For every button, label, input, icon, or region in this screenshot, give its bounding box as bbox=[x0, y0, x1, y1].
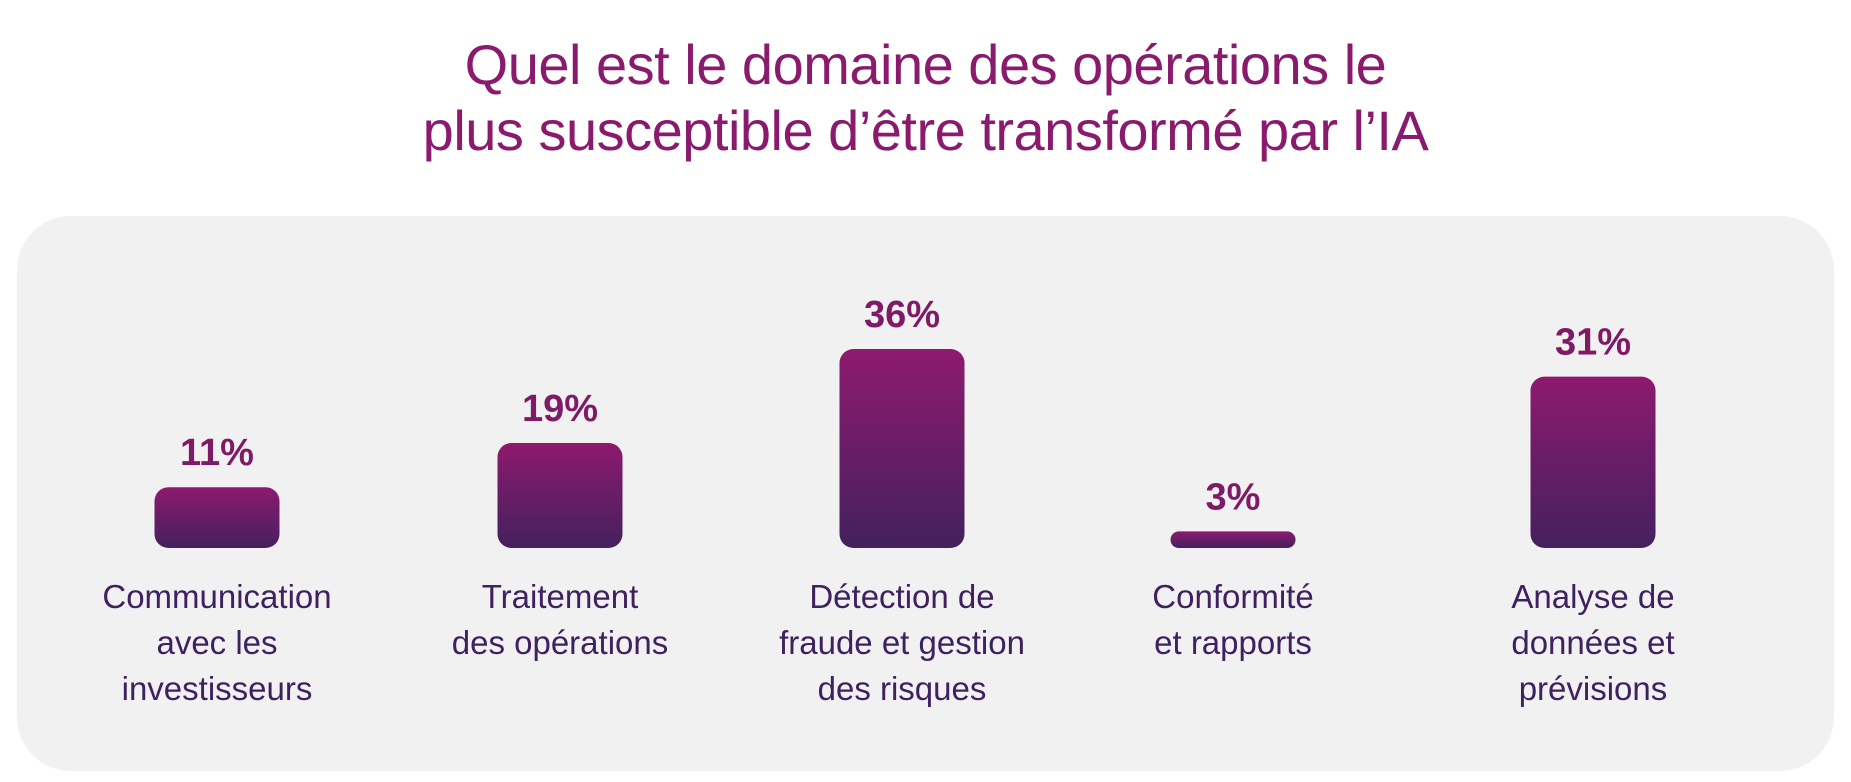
category-label-5: Analyse de données et prévisions bbox=[1511, 578, 1674, 707]
category-label-line: Communication bbox=[102, 578, 331, 615]
value-label-4: 3% bbox=[1206, 476, 1261, 518]
chart-title-line-1: Quel est le domaine des opérations le bbox=[464, 33, 1387, 96]
category-label-line: des opérations bbox=[452, 624, 668, 661]
category-label-line: investisseurs bbox=[122, 670, 313, 707]
bar-3 bbox=[839, 349, 965, 548]
value-label-5: 31% bbox=[1555, 322, 1631, 364]
category-label-line: des risques bbox=[818, 670, 987, 707]
value-label-2: 19% bbox=[522, 388, 598, 430]
category-label-line: Conformité bbox=[1152, 578, 1313, 615]
category-label-3: Détection de fraude et gestion des risques bbox=[779, 578, 1025, 707]
category-label-line: données et bbox=[1511, 624, 1674, 661]
value-label-3: 36% bbox=[864, 294, 940, 336]
value-label-1: 11% bbox=[180, 432, 254, 474]
bar-1 bbox=[154, 487, 280, 548]
chart-title: Quel est le domaine des opérations le pl… bbox=[0, 32, 1851, 164]
category-label-line: avec les bbox=[156, 624, 277, 661]
bar-2 bbox=[497, 442, 623, 548]
category-label-line: Analyse de bbox=[1511, 578, 1674, 615]
category-label-1: Communication avec les investisseurs bbox=[102, 578, 331, 707]
bar-4 bbox=[1170, 531, 1296, 548]
category-label-2: Traitement des opérations bbox=[452, 578, 668, 661]
category-label-line: fraude et gestion bbox=[779, 624, 1025, 661]
bars-group: 11% Communication avec les investisseurs 19%… bbox=[102, 294, 1674, 707]
category-label-line: Traitement bbox=[482, 578, 639, 615]
category-label-line: et rapports bbox=[1154, 624, 1312, 661]
category-label-line: Détection de bbox=[809, 578, 994, 615]
category-label-4: Conformité et rapports bbox=[1152, 578, 1313, 661]
bar-5 bbox=[1530, 376, 1656, 548]
category-label-line: prévisions bbox=[1519, 670, 1668, 707]
chart-title-line-2: plus susceptible d’être transformé par l… bbox=[422, 99, 1429, 162]
